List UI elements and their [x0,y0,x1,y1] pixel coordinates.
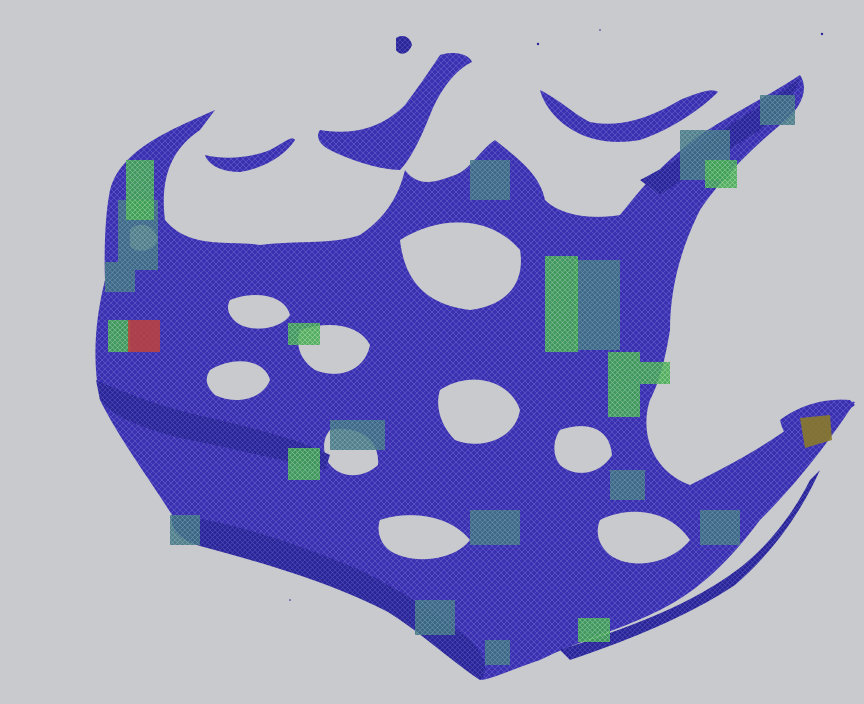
green-patch [608,352,640,417]
red-patch [128,320,160,352]
tissue-dark-band-left [96,380,330,470]
teal-patch [575,260,620,350]
green-patch [126,160,154,220]
specks [289,29,824,601]
teal-patch [415,600,455,635]
tissue-main-lobe [95,75,856,680]
green-patch [545,256,578,352]
teal-patch [470,510,520,545]
green-patch [288,323,320,345]
green-patch [705,160,737,188]
teal-patch [470,160,510,200]
tissue-top-right-arm [540,90,718,142]
teal-patch [170,515,200,545]
olive-patch [800,415,832,448]
tissue-lower-right-strand [540,565,650,615]
green-patch [578,618,610,642]
tissue-upper-left-strand [205,138,295,172]
teal-patch [485,640,510,665]
teal-patch [105,262,135,292]
teal-patch [330,420,385,450]
teal-patch [760,95,795,125]
green-patch [288,448,320,480]
tissue-top-tip [396,36,412,54]
green-patch [108,320,130,352]
teal-patch [700,510,740,545]
green-patch [640,362,670,384]
tissue-dark-band-lower-left [171,515,486,680]
green-overlay-regions [108,160,737,642]
teal-overlay-regions [105,95,795,665]
teal-patch [610,470,645,500]
tissue-upper-branch [318,52,472,170]
